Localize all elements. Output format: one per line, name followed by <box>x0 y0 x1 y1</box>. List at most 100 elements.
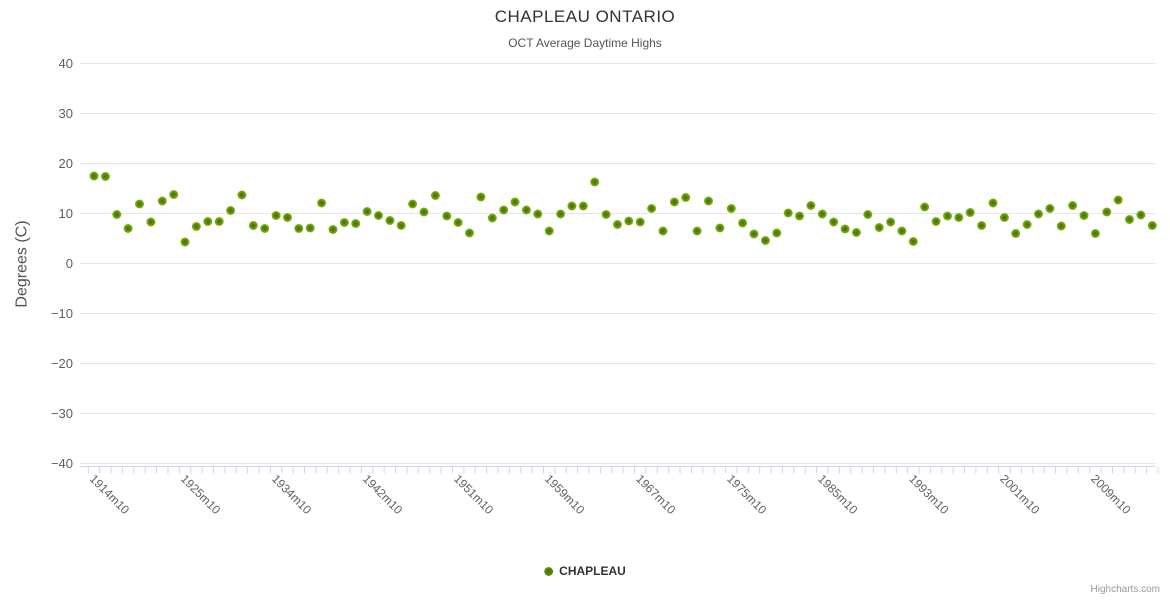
data-point[interactable] <box>806 201 816 210</box>
data-point[interactable] <box>476 192 486 202</box>
data-point[interactable] <box>647 204 657 213</box>
data-point[interactable] <box>578 201 588 211</box>
data-point[interactable] <box>442 211 452 221</box>
data-point[interactable] <box>1056 221 1066 231</box>
data-point[interactable] <box>1034 209 1043 219</box>
data-point[interactable] <box>624 216 634 226</box>
data-point[interactable] <box>1147 221 1157 230</box>
data-point[interactable] <box>237 190 247 200</box>
data-point[interactable] <box>613 220 622 229</box>
data-point[interactable] <box>385 216 395 225</box>
data-point[interactable] <box>305 223 315 233</box>
data-point[interactable] <box>521 205 531 215</box>
data-point[interactable] <box>590 177 600 187</box>
data-point[interactable] <box>874 223 884 232</box>
data-point[interactable] <box>886 217 896 227</box>
data-point[interactable] <box>339 218 349 227</box>
data-point[interactable] <box>1045 204 1055 213</box>
data-point[interactable] <box>692 226 702 236</box>
data-point[interactable] <box>863 210 873 219</box>
data-point[interactable] <box>453 218 463 227</box>
data-point[interactable] <box>999 213 1009 222</box>
data-point[interactable] <box>954 213 964 222</box>
data-point[interactable] <box>283 213 292 222</box>
data-point[interactable] <box>1090 229 1100 238</box>
data-point[interactable] <box>271 211 281 220</box>
data-point[interactable] <box>351 219 361 228</box>
data-point[interactable] <box>738 218 748 228</box>
x-tick-label: 1975m10 <box>724 472 770 518</box>
data-point[interactable] <box>396 221 406 230</box>
data-point[interactable] <box>328 225 338 234</box>
data-point[interactable] <box>294 224 304 233</box>
data-point[interactable] <box>169 190 179 199</box>
data-point[interactable] <box>226 206 236 215</box>
data-point[interactable] <box>1136 210 1146 220</box>
legend-marker-icon <box>544 566 554 576</box>
data-point[interactable] <box>100 172 110 181</box>
data-point[interactable] <box>408 199 418 209</box>
data-point[interactable] <box>180 237 190 247</box>
data-point[interactable] <box>248 221 258 230</box>
data-point[interactable] <box>214 217 224 226</box>
data-point[interactable] <box>1113 195 1123 205</box>
data-point[interactable] <box>374 211 383 220</box>
data-point[interactable] <box>89 171 99 181</box>
data-point[interactable] <box>897 226 907 236</box>
data-point[interactable] <box>726 204 736 213</box>
data-point[interactable] <box>783 208 793 218</box>
data-point[interactable] <box>487 213 497 223</box>
data-point[interactable] <box>499 205 509 215</box>
data-point[interactable] <box>658 226 668 236</box>
data-point[interactable] <box>112 210 122 219</box>
data-point[interactable] <box>146 217 156 227</box>
highcharts-credit-link[interactable]: Highcharts.com <box>1090 584 1160 595</box>
data-point[interactable] <box>123 224 133 233</box>
x-tick-label: 1967m10 <box>633 472 679 518</box>
data-point[interactable] <box>191 222 201 231</box>
data-point[interactable] <box>1068 201 1078 210</box>
data-point[interactable] <box>943 211 952 221</box>
data-point[interactable] <box>533 209 543 219</box>
y-tick-label: 0 <box>66 256 73 271</box>
data-point[interactable] <box>851 228 861 237</box>
data-point[interactable] <box>135 199 144 209</box>
data-point[interactable] <box>817 209 827 219</box>
data-point[interactable] <box>203 217 213 226</box>
data-point[interactable] <box>1011 229 1021 238</box>
data-point[interactable] <box>988 198 998 208</box>
data-point[interactable] <box>544 226 554 236</box>
data-point[interactable] <box>977 221 987 230</box>
data-point[interactable] <box>772 228 782 238</box>
data-point[interactable] <box>317 198 327 208</box>
data-point[interactable] <box>931 217 941 226</box>
data-point[interactable] <box>715 223 725 233</box>
data-point[interactable] <box>829 217 839 227</box>
data-point[interactable] <box>669 197 679 207</box>
data-point[interactable] <box>965 208 975 217</box>
data-point[interactable] <box>840 224 850 234</box>
data-point[interactable] <box>749 229 759 239</box>
data-point[interactable] <box>260 224 270 233</box>
data-point[interactable] <box>567 201 577 211</box>
data-point[interactable] <box>920 202 930 212</box>
data-point[interactable] <box>601 210 611 219</box>
data-point[interactable] <box>1125 215 1134 224</box>
data-point[interactable] <box>1079 211 1089 220</box>
data-point[interactable] <box>362 207 372 216</box>
data-point[interactable] <box>157 196 167 206</box>
data-point[interactable] <box>419 207 429 217</box>
data-point[interactable] <box>465 228 474 238</box>
data-point[interactable] <box>760 236 770 245</box>
data-point[interactable] <box>1022 220 1032 229</box>
data-point[interactable] <box>635 217 645 227</box>
data-point[interactable] <box>510 197 520 207</box>
data-point[interactable] <box>556 209 566 219</box>
data-point[interactable] <box>430 191 440 200</box>
data-point[interactable] <box>795 211 804 221</box>
data-point[interactable] <box>1102 207 1112 217</box>
data-point[interactable] <box>908 237 918 246</box>
data-point[interactable] <box>704 196 713 206</box>
data-point[interactable] <box>681 193 691 202</box>
legend-item-chapleau[interactable]: CHAPLEAU <box>544 564 626 578</box>
